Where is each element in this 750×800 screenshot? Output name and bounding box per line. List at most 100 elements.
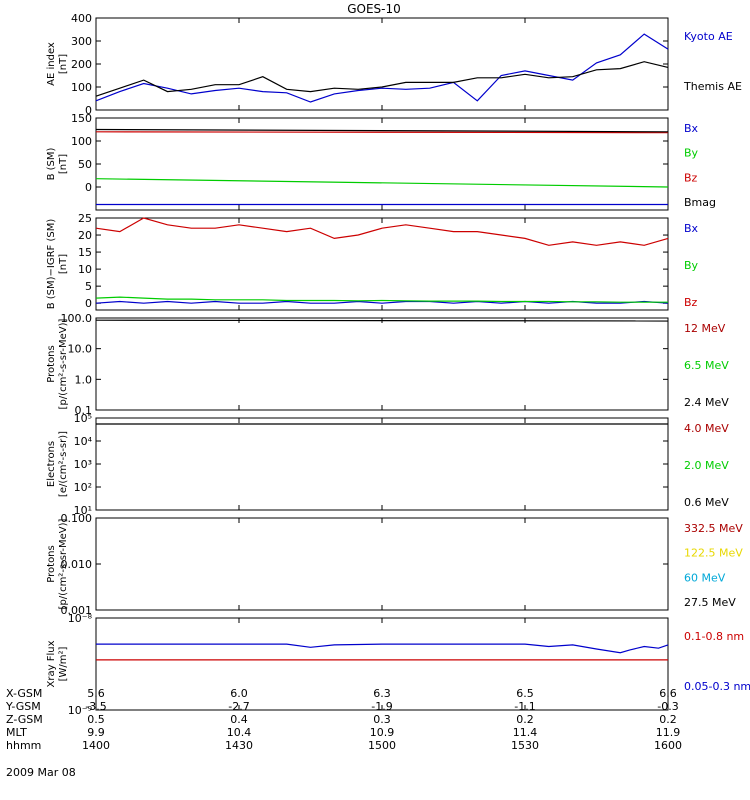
y-axis-label: Electrons xyxy=(46,441,57,487)
panel-electrons: 10¹ 10² 10³ 10⁴ 10⁵ Electrons [e/(cm²-s-sr)] 4.… xyxy=(46,412,729,517)
x-axis-row-label: MLT xyxy=(6,726,27,739)
panel-bigrf: 0 5 10 15 20 25 B (SM)−IGRF (SM) [nT] Bx By Bz xyxy=(46,212,699,311)
x-axis-table: X-GSM 5.6 6.0 6.3 6.5 6.6 Y-GSM -3.5 -2.7 -1.9 -1.… xyxy=(5,687,682,752)
panel-frame xyxy=(95,17,669,111)
y-axis-label: B (SM)−IGRF (SM) xyxy=(46,219,57,310)
y-tick-label: 100 xyxy=(71,81,92,94)
y-tick-label: 10⁻⁹ xyxy=(68,704,92,717)
legend-entry: 6.5 MeV xyxy=(684,359,729,372)
x-axis-value: 11.9 xyxy=(656,726,681,739)
legend-entry: Bz xyxy=(684,171,698,184)
y-tick-label: 150 xyxy=(71,112,92,125)
y-tick-label: 10⁴ xyxy=(74,435,93,448)
panel-frame xyxy=(95,217,669,311)
y-tick-label: 0.001 xyxy=(61,604,93,617)
x-axis-value: 6.0 xyxy=(230,687,248,700)
y-tick-label: 5 xyxy=(85,280,92,293)
series-line-Bz xyxy=(95,131,669,134)
y-tick-label: 10.0 xyxy=(68,343,93,356)
y-axis-label: Protons xyxy=(46,545,57,582)
legend-entry: Bmag xyxy=(684,196,716,209)
panel-frame xyxy=(95,517,669,611)
y-tick-label: 10⁻⁸ xyxy=(68,612,93,625)
series-line-Bmag xyxy=(95,128,669,133)
legend-entry: 27.5 MeV xyxy=(684,596,736,609)
legend-entry: 0.6 MeV xyxy=(684,496,729,509)
legend-entry: Kyoto AE xyxy=(684,30,733,43)
legend-entry: By xyxy=(684,259,699,272)
x-axis-value: 6.3 xyxy=(373,687,391,700)
y-tick-label: 10³ xyxy=(74,458,92,471)
panel-ae: 0 100 200 300 400 AE index [nT] Kyoto AE Themis … xyxy=(46,12,742,117)
panel-protons-high: 0.001 0.010 0.100 Protons [p/(cm²-s-sr-MeV)]… xyxy=(46,512,743,617)
legend-entry: 332.5 MeV xyxy=(684,522,743,535)
series-line-By xyxy=(95,296,668,303)
x-axis-value: 5.6 xyxy=(87,687,105,700)
x-axis-value: 0.2 xyxy=(516,713,534,726)
x-axis-value: 1600 xyxy=(654,739,682,752)
legend-entry: 0.1-0.8 nm xyxy=(684,630,744,643)
y-axis-label: [W/m²] xyxy=(58,646,69,681)
y-tick-label: 0.1 xyxy=(75,404,93,417)
x-axis-value: -1.9 xyxy=(371,700,392,713)
legend-entry: 122.5 MeV xyxy=(684,547,743,560)
panel-frame xyxy=(95,317,669,411)
chart-date: 2009 Mar 08 xyxy=(6,766,76,779)
y-tick-label: 25 xyxy=(78,212,92,225)
panel-xray: 10⁻⁹ 10⁻⁸ Xray Flux [W/m²] 0.1-0.8 nm 0.05-0.… xyxy=(46,612,750,717)
y-tick-label: 1.0 xyxy=(75,373,93,386)
y-axis-label: [p/(cm²-s-sr-MeV)] xyxy=(58,318,69,409)
legend-entry: 0.05-0.3 nm xyxy=(684,680,750,693)
y-tick-label: 0.010 xyxy=(61,558,93,571)
x-axis-value: 10.4 xyxy=(227,726,252,739)
x-axis-value: 11.4 xyxy=(513,726,538,739)
legend-entry: Themis AE xyxy=(683,80,742,93)
y-tick-label: 100.0 xyxy=(61,312,93,325)
x-axis-value: 0.2 xyxy=(659,713,677,726)
x-axis-value: -3.5 xyxy=(85,700,106,713)
y-tick-label: 0 xyxy=(85,181,92,194)
y-axis-label: Xray Flux xyxy=(46,640,57,687)
x-axis-value: 0.5 xyxy=(87,713,105,726)
y-tick-label: 300 xyxy=(71,35,92,48)
x-axis-row-label: X-GSM xyxy=(6,687,42,700)
y-tick-label: 0.100 xyxy=(61,512,93,525)
y-tick-label: 0 xyxy=(85,104,92,117)
series-line-2.4-MeV xyxy=(95,319,669,322)
y-tick-label: 400 xyxy=(71,12,92,25)
legend-entry: 4.0 MeV xyxy=(684,422,729,435)
legend-entry: 2.0 MeV xyxy=(684,459,729,472)
y-axis-label: B (SM) xyxy=(46,147,57,180)
x-axis-value: 6.6 xyxy=(659,687,677,700)
x-axis-value: -1.1 xyxy=(514,700,535,713)
x-axis-row-label: Z-GSM xyxy=(6,713,43,726)
y-axis-label: [e/(cm²-s-sr)] xyxy=(58,431,69,497)
legend-entry: Bx xyxy=(684,122,699,135)
x-axis-value: -2.7 xyxy=(228,700,249,713)
series-line-0.05-0.3-nm xyxy=(96,643,669,654)
panel-bsm: 0 50 100 150 B (SM) [nT] Bx By Bz Bmag xyxy=(46,112,716,211)
legend-entry: Bz xyxy=(684,296,698,309)
y-tick-label: 50 xyxy=(78,158,92,171)
y-axis-label: [nT] xyxy=(58,254,69,274)
x-axis-value: 0.3 xyxy=(373,713,391,726)
legend-entry: By xyxy=(684,147,699,160)
y-tick-label: 0 xyxy=(85,297,92,310)
y-tick-label: 10¹ xyxy=(74,504,92,517)
series-line-Kyoto-AE xyxy=(95,33,669,103)
series-line-By xyxy=(95,178,669,188)
x-axis-value: -0.3 xyxy=(657,700,678,713)
y-tick-label: 200 xyxy=(71,58,92,71)
legend-entry: 60 MeV xyxy=(684,571,726,584)
panel-protons-low: 0.1 1.0 10.0 100.0 Protons [p/(cm²-s-sr-MeV)]… xyxy=(46,312,729,417)
y-tick-label: 10² xyxy=(74,481,92,494)
legend-entry: Bx xyxy=(684,222,699,235)
x-axis-value: 9.9 xyxy=(87,726,105,739)
x-axis-value: 1530 xyxy=(511,739,539,752)
y-tick-label: 20 xyxy=(78,229,92,242)
y-axis-label: Protons xyxy=(46,345,57,382)
y-tick-label: 15 xyxy=(78,246,92,259)
x-axis-row-label: Y-GSM xyxy=(5,700,41,713)
